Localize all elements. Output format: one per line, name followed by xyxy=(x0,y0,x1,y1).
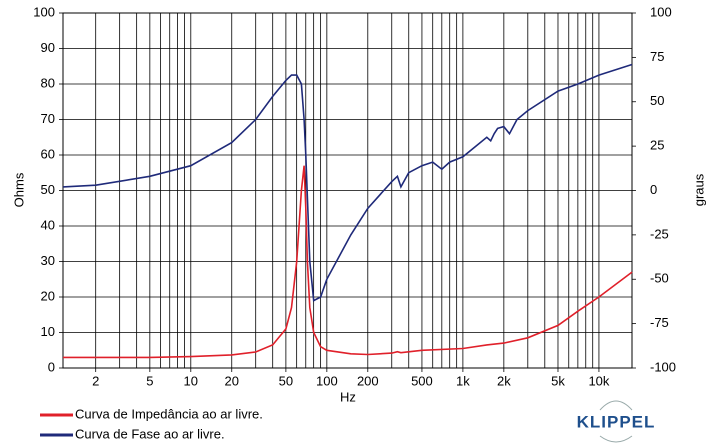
x-tick-label: 500 xyxy=(411,373,433,388)
legend-label: Curva de Fase ao ar livre. xyxy=(75,426,225,441)
series-line xyxy=(63,165,633,359)
y-tick-label: 30 xyxy=(41,253,55,268)
x-tick-label: 100 xyxy=(316,373,338,388)
y-tick-label: 20 xyxy=(41,288,55,303)
y-tick-label: 60 xyxy=(41,146,55,161)
x-axis-label: Hz xyxy=(340,389,356,404)
y-tick-label: 70 xyxy=(41,111,55,126)
y2-tick-label: 100 xyxy=(650,4,672,19)
legend-label: Curva de Impedância ao ar livre. xyxy=(75,406,263,421)
x-tick-label: 1k xyxy=(456,373,470,388)
y-tick-label: 90 xyxy=(41,40,55,55)
y2-tick-label: -25 xyxy=(650,226,669,241)
y-tick-label: 10 xyxy=(41,324,55,339)
y-tick-label: 40 xyxy=(41,217,55,232)
y2-axis-label: graus xyxy=(691,173,706,206)
x-tick-label: 10 xyxy=(184,373,198,388)
y2-tick-label: 75 xyxy=(650,49,664,64)
x-tick-label: 2k xyxy=(497,373,511,388)
y2-tick-label: -50 xyxy=(650,271,669,286)
y-tick-label: 100 xyxy=(33,4,55,19)
x-tick-label: 2 xyxy=(92,373,99,388)
logo-arc xyxy=(599,435,633,443)
y2-tick-label: 0 xyxy=(650,182,657,197)
y-axis-label: Ohms xyxy=(11,172,26,207)
y-tick-label: 50 xyxy=(41,182,55,197)
x-tick-label: 200 xyxy=(357,373,379,388)
y2-tick-label: 50 xyxy=(650,93,664,108)
series-line xyxy=(62,63,633,302)
x-tick-label: 20 xyxy=(225,373,239,388)
y2-tick-label: 25 xyxy=(650,138,664,153)
logo-arc xyxy=(599,400,633,411)
x-tick-label: 10k xyxy=(588,373,609,388)
y2-tick-label: -100 xyxy=(650,359,676,374)
x-tick-label: 5 xyxy=(146,373,153,388)
y-tick-label: 0 xyxy=(48,359,55,374)
x-tick-label: 5k xyxy=(551,373,565,388)
logo: KLIPPEL xyxy=(577,412,656,431)
x-tick-label: 50 xyxy=(279,373,293,388)
y2-tick-label: -75 xyxy=(650,315,669,330)
y-tick-label: 80 xyxy=(41,75,55,90)
